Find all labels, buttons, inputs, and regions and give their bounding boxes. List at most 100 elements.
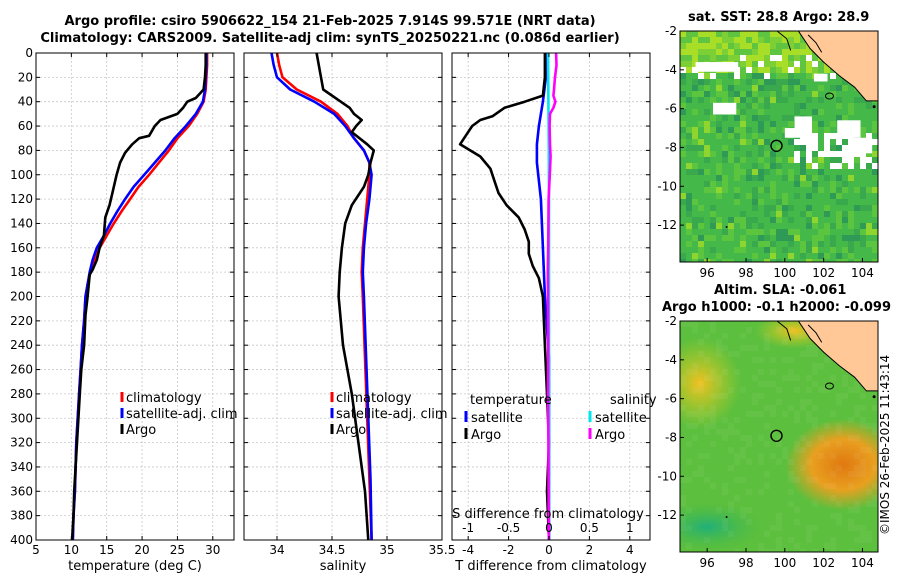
sst-cell xyxy=(722,115,728,121)
sst-cell xyxy=(758,163,764,169)
sst-cell xyxy=(806,169,812,175)
sst-cell xyxy=(770,115,776,121)
sla-cell xyxy=(800,465,806,471)
sst-cell xyxy=(698,205,704,211)
sst-cell xyxy=(860,205,866,211)
sst-cell xyxy=(680,145,686,151)
sla-cell xyxy=(836,465,842,471)
sst-cell xyxy=(776,241,782,247)
sst-cell xyxy=(782,217,788,223)
sst-cell xyxy=(710,115,716,121)
sst-cell xyxy=(782,145,788,151)
sst-cell xyxy=(752,139,758,145)
sla-cell xyxy=(794,375,800,381)
sst-cell xyxy=(704,223,710,229)
sst-cell xyxy=(770,91,776,97)
sst-cell xyxy=(842,211,848,217)
sst-cell xyxy=(782,37,788,43)
sst-cell xyxy=(704,121,710,127)
sst-cell xyxy=(764,37,770,43)
sst-cell xyxy=(734,235,740,241)
sst-cell xyxy=(860,175,866,181)
sst-cell xyxy=(830,241,836,247)
sst-cell xyxy=(752,175,758,181)
y-tick-label: 380 xyxy=(10,509,33,523)
sst-cell xyxy=(830,121,836,127)
sst-cell xyxy=(842,223,848,229)
sst-cell xyxy=(746,85,752,91)
sst-cell xyxy=(782,91,788,97)
sst-cell xyxy=(824,229,830,235)
sst-cell xyxy=(860,217,866,223)
sst-cell xyxy=(872,145,878,151)
map-sla_map: 96 98 100 102 104-2-4-6-8-10-12 xyxy=(657,314,879,570)
sst-cell xyxy=(764,247,770,253)
sst-cell xyxy=(854,151,860,157)
sst-cell xyxy=(680,187,686,193)
sst-cell xyxy=(800,199,806,205)
sla-cell xyxy=(800,399,806,405)
sst-cell xyxy=(842,241,848,247)
sst-cell xyxy=(830,103,836,109)
sst-cell xyxy=(860,127,866,133)
sst-cell xyxy=(782,229,788,235)
sla-cell xyxy=(866,531,872,537)
sst-cell xyxy=(830,139,836,145)
sla-cell xyxy=(854,465,860,471)
sst-cell xyxy=(842,79,848,85)
sst-cell xyxy=(752,223,758,229)
sst-cell xyxy=(866,121,872,127)
sst-cell xyxy=(794,175,800,181)
sst-cell xyxy=(776,61,782,67)
sst-cell xyxy=(740,139,746,145)
sst-cell xyxy=(734,229,740,235)
sst-cell xyxy=(848,157,854,163)
sst-cell xyxy=(680,133,686,139)
sst-cell xyxy=(692,103,698,109)
sst-cell xyxy=(704,103,710,109)
sst-cell xyxy=(740,67,746,73)
sst-cell xyxy=(692,97,698,103)
sst-cell xyxy=(782,151,788,157)
sst-cell xyxy=(686,175,692,181)
sst-cell xyxy=(764,169,770,175)
sla-cell xyxy=(812,363,818,369)
y-tick-label: 20 xyxy=(18,70,33,84)
sst-cell xyxy=(776,205,782,211)
sst-cell xyxy=(800,139,806,145)
sla-cell xyxy=(716,429,722,435)
sst-cell xyxy=(710,85,716,91)
sla-cell xyxy=(758,369,764,375)
sst-cell xyxy=(752,133,758,139)
sla-cell xyxy=(746,459,752,465)
sst-cell xyxy=(686,217,692,223)
sst-cell xyxy=(842,109,848,115)
sst-cell xyxy=(752,43,758,49)
sst-cell xyxy=(842,91,848,97)
sst-cell xyxy=(794,145,800,151)
sst-cell xyxy=(800,205,806,211)
sla-cell xyxy=(704,357,710,363)
sst-cell xyxy=(866,115,872,121)
sst-cell xyxy=(752,247,758,253)
sst-cell xyxy=(716,139,722,145)
sst-cell xyxy=(758,73,764,79)
sst-cell xyxy=(824,109,830,115)
sst-cell xyxy=(764,91,770,97)
sst-cell xyxy=(830,181,836,187)
sla-cell xyxy=(812,423,818,429)
sst-cell xyxy=(848,241,854,247)
sst-cell xyxy=(788,97,794,103)
sst-cell xyxy=(776,151,782,157)
sst-cell xyxy=(692,259,698,262)
sst-cell xyxy=(746,175,752,181)
sla-cell xyxy=(746,435,752,441)
sst-cell xyxy=(866,259,872,262)
sst-cell xyxy=(758,169,764,175)
sst-cell xyxy=(710,247,716,253)
sst-cell xyxy=(860,133,866,139)
sla-cell xyxy=(764,405,770,411)
sst-cell xyxy=(722,241,728,247)
sla-cell xyxy=(728,387,734,393)
imos-credit: ©IMOS 26-Feb-2025 11:43:14 xyxy=(878,354,892,535)
